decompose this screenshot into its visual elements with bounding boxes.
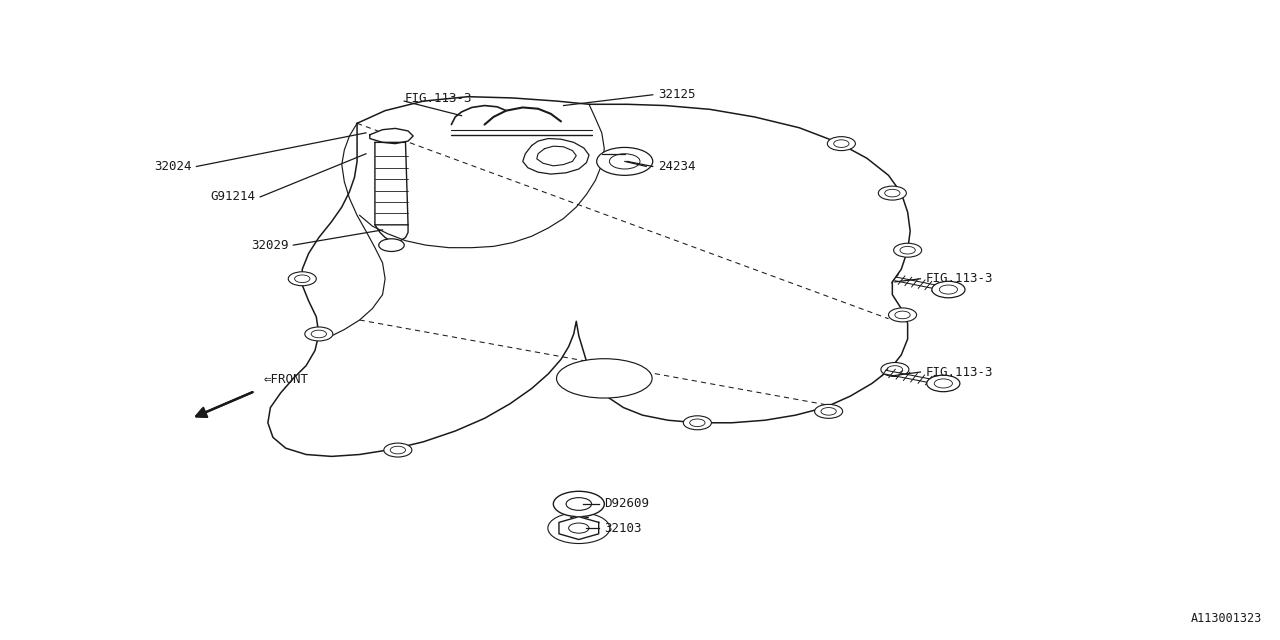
Polygon shape [375,142,408,225]
Polygon shape [370,129,413,143]
Circle shape [893,243,922,257]
Circle shape [932,282,965,298]
Circle shape [888,308,916,322]
Text: 32024: 32024 [154,160,192,173]
Text: 32103: 32103 [604,522,641,534]
Text: D92609: D92609 [604,497,649,511]
Text: A113001323: A113001323 [1190,612,1262,625]
Circle shape [881,362,909,376]
Circle shape [884,189,900,197]
Circle shape [566,498,591,510]
Circle shape [384,443,412,457]
Text: FIG.113-3: FIG.113-3 [925,365,993,378]
Circle shape [379,239,404,252]
Circle shape [294,275,310,283]
Text: FIG.113-3: FIG.113-3 [925,272,993,285]
Circle shape [887,365,902,373]
Circle shape [568,497,584,504]
Polygon shape [536,146,576,166]
Circle shape [288,272,316,285]
Text: 32125: 32125 [658,88,695,101]
Polygon shape [268,97,910,456]
Circle shape [684,416,712,429]
Circle shape [548,513,609,543]
Circle shape [927,375,960,392]
Polygon shape [522,138,589,174]
Circle shape [820,408,836,415]
Circle shape [390,446,406,454]
Polygon shape [559,516,599,540]
Circle shape [311,330,326,338]
Circle shape [934,379,952,388]
Text: 24234: 24234 [658,160,695,173]
Circle shape [305,327,333,341]
Circle shape [814,404,842,419]
Circle shape [827,137,855,150]
Circle shape [568,523,589,533]
Circle shape [833,140,849,147]
Text: 32029: 32029 [251,239,288,252]
Circle shape [900,246,915,254]
Circle shape [562,494,590,508]
Circle shape [609,154,640,169]
Circle shape [940,285,957,294]
Circle shape [878,186,906,200]
Circle shape [895,311,910,319]
Text: G91214: G91214 [210,191,255,204]
Text: FIG.113-3: FIG.113-3 [404,92,472,105]
Text: ⇐FRONT: ⇐FRONT [264,373,308,386]
Circle shape [596,147,653,175]
Circle shape [690,419,705,427]
Ellipse shape [557,358,652,398]
Circle shape [553,492,604,516]
